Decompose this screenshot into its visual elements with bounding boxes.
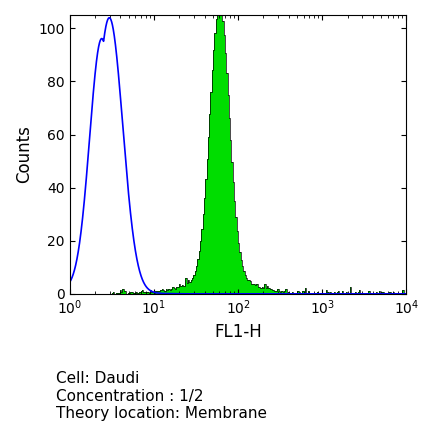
Text: Cell: Daudi
Concentration : 1/2
Theory location: Membrane: Cell: Daudi Concentration : 1/2 Theory l… — [56, 371, 267, 421]
X-axis label: FL1-H: FL1-H — [214, 323, 262, 341]
Y-axis label: Counts: Counts — [15, 125, 33, 184]
